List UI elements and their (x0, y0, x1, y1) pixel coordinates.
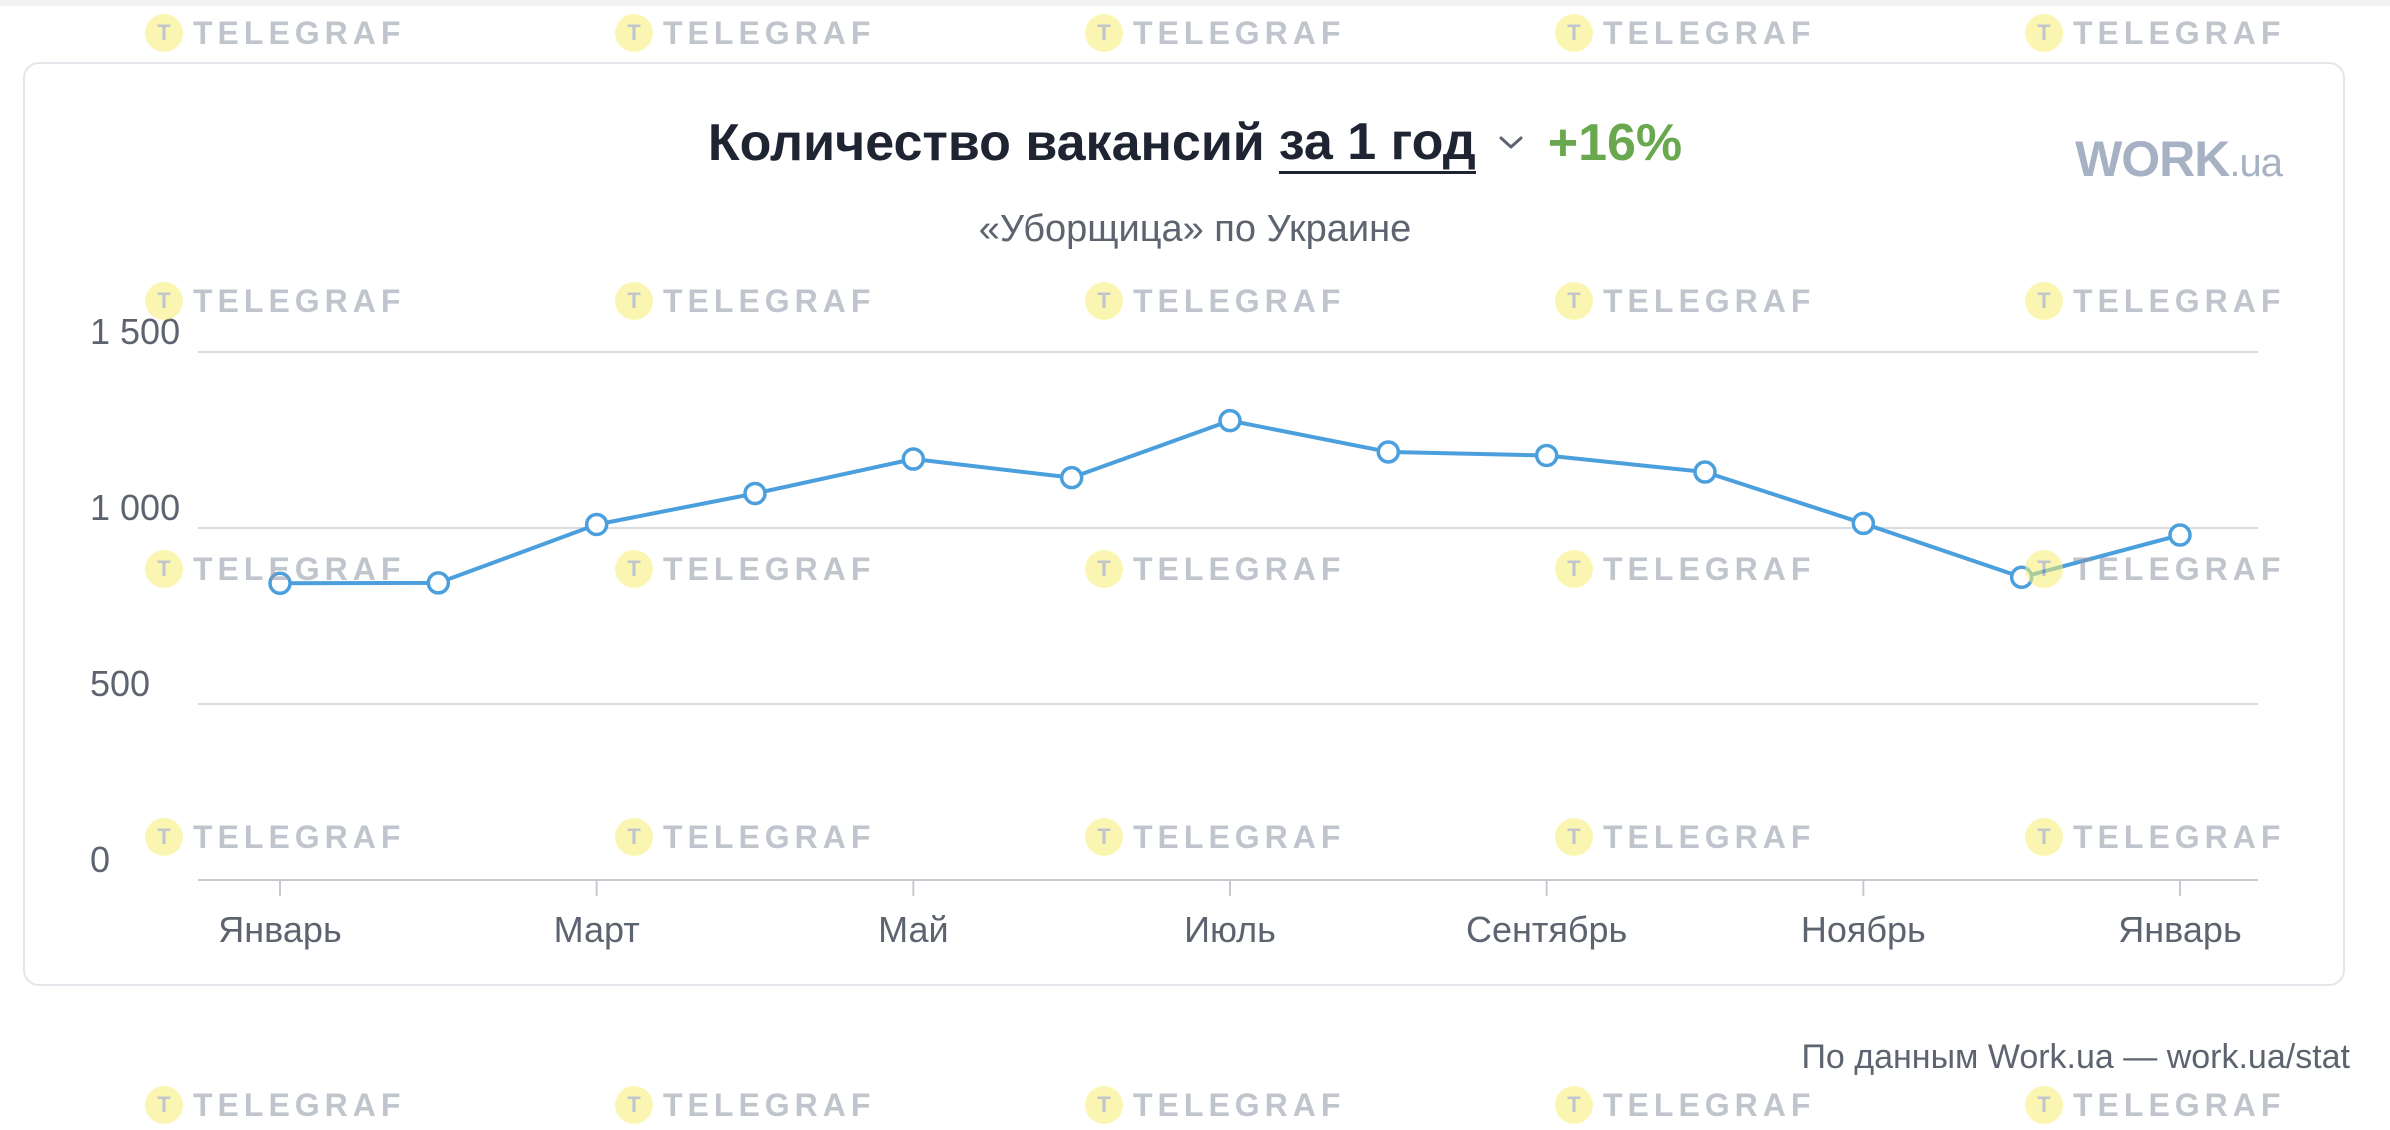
data-point (2168, 523, 2192, 547)
data-point (268, 571, 292, 596)
brand-name: WORK (2075, 131, 2230, 187)
x-tick-label: Июль (1184, 909, 1276, 950)
x-tick-label: Январь (2118, 909, 2241, 950)
data-source: По данным Work.ua — work.ua/stat (1801, 1038, 2350, 1076)
data-point (1534, 443, 1559, 468)
data-point (901, 447, 926, 471)
chart-title: Количество вакансий (707, 114, 1265, 172)
data-point (1059, 465, 1084, 490)
chart-card (23, 62, 2345, 986)
data-point (1851, 511, 1876, 536)
period-selector[interactable]: за 1 год (1278, 113, 1476, 174)
brand-suffix: .ua (2229, 141, 2283, 185)
chart-header: Количество вакансий за 1 год +16% (0, 108, 2390, 178)
x-tick-label: Январь (218, 909, 341, 950)
data-point (1218, 408, 1242, 433)
x-tick-label: Май (878, 909, 949, 950)
work-ua-logo: WORK.ua (2075, 130, 2283, 188)
top-strip (0, 0, 2390, 6)
x-tick-label: Сентябрь (1466, 909, 1627, 950)
y-tick-label: 0 (90, 839, 110, 880)
series-line (279, 418, 2181, 586)
data-point (1376, 440, 1401, 464)
data-point (1693, 460, 1717, 484)
y-tick-label: 1 000 (90, 487, 180, 528)
x-tick-label: Ноябрь (1801, 909, 1926, 950)
change-percent: +16% (1547, 114, 1683, 172)
y-tick-label: 500 (90, 663, 150, 704)
data-point (2009, 565, 2034, 590)
x-tick-label: Март (554, 909, 640, 950)
data-point (743, 481, 767, 506)
chart-subtitle: «Уборщица» по Украине (978, 208, 1412, 250)
y-tick-label: 1 500 (90, 311, 180, 352)
data-point (426, 571, 451, 595)
chevron-down-icon[interactable] (1498, 128, 1528, 158)
data-point (584, 512, 609, 537)
